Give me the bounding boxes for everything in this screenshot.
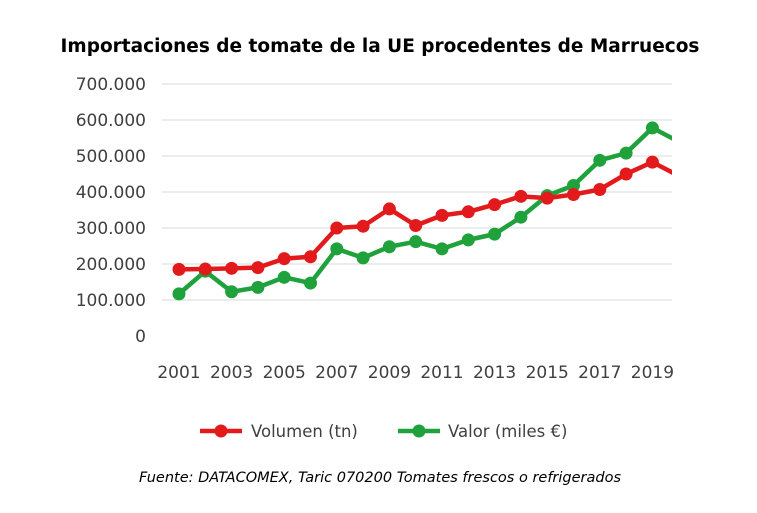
x-tick-label: 2015 bbox=[526, 363, 569, 383]
data-point bbox=[645, 121, 659, 135]
data-point bbox=[382, 240, 396, 254]
legend-label: Volumen (tn) bbox=[251, 422, 358, 441]
x-tick-label: 2009 bbox=[368, 363, 411, 383]
source-note: Fuente: DATACOMEX, Taric 070200 Tomates … bbox=[139, 470, 622, 486]
data-point bbox=[198, 262, 212, 276]
x-tick-label: 2001 bbox=[157, 363, 200, 383]
y-tick-label: 300.000 bbox=[76, 219, 146, 239]
x-tick-label: 2005 bbox=[263, 363, 306, 383]
legend-swatch-marker bbox=[412, 424, 426, 438]
data-point bbox=[304, 250, 317, 264]
y-tick-label: 600.000 bbox=[76, 111, 146, 131]
data-point bbox=[435, 208, 449, 222]
data-point bbox=[619, 146, 633, 160]
y-tick-label: 500.000 bbox=[76, 147, 146, 167]
data-point bbox=[540, 191, 554, 205]
data-point bbox=[225, 261, 239, 275]
data-point bbox=[277, 252, 291, 266]
series-volumen bbox=[172, 155, 685, 276]
data-point bbox=[514, 189, 528, 203]
data-point bbox=[567, 188, 580, 202]
y-axis-ticks: 0 100.000 200.000 300.000 400.000 500.000 600.… bbox=[76, 75, 146, 347]
data-point bbox=[330, 221, 344, 235]
legend: Volumen (tn) Valor (miles €) bbox=[200, 422, 567, 441]
legend-item: Volumen (tn) bbox=[200, 422, 358, 441]
y-tick-label: 0 bbox=[135, 327, 146, 347]
data-point bbox=[619, 167, 633, 181]
data-point bbox=[488, 198, 502, 212]
y-tick-label: 400.000 bbox=[76, 183, 146, 203]
data-point bbox=[593, 182, 607, 196]
data-point bbox=[435, 242, 449, 256]
series-valor bbox=[172, 121, 685, 301]
data-point bbox=[382, 202, 396, 216]
data-point bbox=[567, 179, 580, 193]
data-point bbox=[330, 242, 344, 256]
data-point bbox=[172, 262, 186, 276]
x-tick-label: 2003 bbox=[210, 363, 253, 383]
data-point bbox=[645, 155, 659, 169]
data-point bbox=[251, 261, 265, 275]
data-point bbox=[409, 235, 423, 249]
data-point bbox=[225, 285, 239, 299]
x-axis-ticks: 2001 2003 2005 2007 2009 2011 2013 2015 2017 2019 bbox=[157, 363, 674, 383]
data-point bbox=[304, 276, 317, 290]
y-tick-label: 700.000 bbox=[76, 75, 146, 95]
data-point bbox=[172, 287, 186, 301]
data-point bbox=[356, 251, 370, 265]
x-tick-label: 2013 bbox=[473, 363, 516, 383]
data-point bbox=[488, 227, 502, 241]
data-point bbox=[593, 153, 607, 167]
data-point bbox=[251, 280, 265, 294]
series-line bbox=[176, 159, 672, 272]
data-point bbox=[461, 233, 475, 247]
legend-item: Valor (miles €) bbox=[398, 422, 567, 441]
data-point bbox=[277, 270, 291, 284]
data-point bbox=[672, 135, 685, 148]
y-tick-label: 200.000 bbox=[76, 255, 146, 275]
data-point bbox=[356, 219, 370, 233]
data-point bbox=[461, 205, 475, 219]
data-point bbox=[514, 210, 528, 224]
x-tick-label: 2007 bbox=[315, 363, 358, 383]
x-tick-label: 2011 bbox=[420, 363, 463, 383]
x-tick-label: 2017 bbox=[578, 363, 621, 383]
data-point bbox=[672, 169, 685, 182]
chart-title: Importaciones de tomate de la UE procede… bbox=[61, 36, 700, 57]
plot-area bbox=[172, 121, 685, 301]
data-point bbox=[409, 218, 423, 232]
legend-label: Valor (miles €) bbox=[448, 422, 567, 441]
legend-swatch-marker bbox=[214, 424, 228, 438]
x-tick-label: 2019 bbox=[631, 363, 674, 383]
y-tick-label: 100.000 bbox=[76, 291, 146, 311]
